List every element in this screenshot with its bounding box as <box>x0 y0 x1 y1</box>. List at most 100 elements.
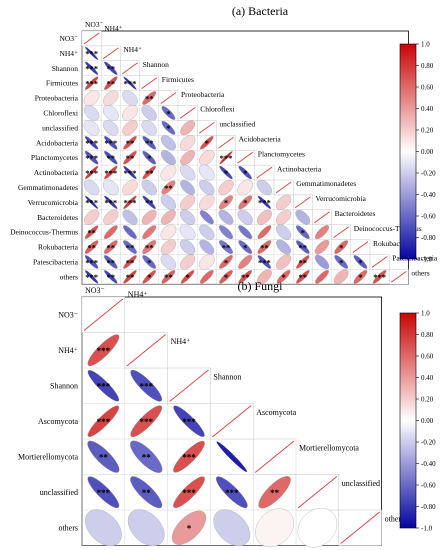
bacteria-cell-stars: ** <box>126 153 135 163</box>
bacteria-cell-ellipse <box>334 240 349 254</box>
bacteria-colorbar-rect <box>399 43 417 260</box>
bacteria-cell-ellipse <box>142 225 157 240</box>
bacteria-diag-line <box>122 62 138 75</box>
fungi-cell-stars: *** <box>182 452 196 462</box>
fungi-cell-ellipse <box>87 476 120 509</box>
fungi-cell-ellipse <box>87 440 120 473</box>
bacteria-cell-ellipse <box>275 224 292 240</box>
bacteria-diag-line <box>160 92 177 104</box>
bacteria-diag-line <box>237 151 254 164</box>
bacteria-cell-ellipse <box>333 269 349 285</box>
bacteria-diag-line <box>256 166 273 179</box>
bacteria-cell-ellipse <box>238 254 253 269</box>
bacteria-diag-line <box>294 196 311 209</box>
fungi-colorbar-tick-label: 0.40 <box>421 374 434 382</box>
bacteria-cell-ellipse <box>123 136 137 150</box>
fungi-cell-stars: * <box>187 523 192 533</box>
fungi-cell-stars: *** <box>97 417 111 427</box>
bacteria-cell-ellipse <box>160 135 176 151</box>
bacteria-cell-ellipse <box>199 210 214 225</box>
fungi-diag-label: unclassified <box>342 479 380 488</box>
fungi-cell-ellipse <box>87 370 120 402</box>
bacteria-cell-ellipse <box>123 165 137 180</box>
bacteria-cell-stars: * <box>224 257 228 267</box>
bacteria-cell-ellipse <box>142 150 156 165</box>
bacteria-cell-ellipse <box>199 179 215 196</box>
fungi-cell-ellipse <box>130 405 163 438</box>
bacteria-diag-label: Chloroflexi <box>200 105 235 114</box>
bacteria-colorbar-tick-label: -0.40 <box>421 191 436 199</box>
bacteria-cell-ellipse <box>160 194 177 210</box>
bacteria-diag-line <box>371 256 388 268</box>
fungi-colorbar-tick-label: 1.0 <box>421 310 430 318</box>
bacteria-colorbar-tick-label: -0.60 <box>421 213 436 221</box>
bacteria-top-label: NH4⁺ <box>104 24 123 33</box>
bacteria-cell-ellipse <box>123 270 137 284</box>
bacteria-cell-stars: * <box>205 138 209 148</box>
bacteria-cell-stars: ** <box>107 242 116 252</box>
bacteria-diag-label: Actinobacteria <box>277 164 322 173</box>
bacteria-cell-stars: *** <box>85 138 98 148</box>
bacteria-row-label: Verrucomicrobia <box>28 198 79 207</box>
bacteria-cell-stars: ** <box>299 272 308 282</box>
bacteria-cell-stars: ** <box>164 272 173 282</box>
bacteria-diag-line <box>352 241 369 253</box>
bacteria-row-label: Bacteroidetes <box>37 213 78 222</box>
fungi-top-label: NO3⁻ <box>85 286 105 295</box>
bacteria-row-label: others <box>60 272 78 281</box>
bacteria-cell-ellipse <box>123 76 137 90</box>
fungi-cell-ellipse <box>85 509 122 547</box>
bacteria-cell-ellipse <box>257 269 272 285</box>
bacteria-cell-stars: ** <box>126 242 135 252</box>
fungi-cell-stars: ** <box>142 488 152 498</box>
bacteria-diag-line <box>390 271 407 283</box>
bacteria-cell-stars: *** <box>104 138 117 148</box>
bacteria-cell-ellipse <box>122 179 138 196</box>
bacteria-cell-ellipse <box>102 179 119 196</box>
bacteria-cell-ellipse <box>219 255 233 269</box>
bacteria-diag-line <box>333 226 350 238</box>
bacteria-cell-ellipse <box>103 120 119 136</box>
bacteria-diag-label: Planctomycetes <box>258 149 305 158</box>
fungi-colorbar-tick-label: -0.20 <box>421 439 436 447</box>
bacteria-cell-stars: ** <box>222 242 231 252</box>
bacteria-cell-ellipse <box>141 105 157 121</box>
bacteria-cell-stars: * <box>166 108 170 118</box>
fungi-cell-ellipse <box>129 440 163 473</box>
fungi-cell-ellipse <box>130 476 163 509</box>
fungi-diag-line <box>297 476 338 509</box>
fungi-row-label: Shannon <box>50 381 78 390</box>
bacteria-cell-ellipse <box>256 179 273 196</box>
bacteria-cell-ellipse <box>102 105 119 121</box>
bacteria-cell-ellipse <box>84 225 99 239</box>
bacteria-row-label: Chloroflexi <box>43 108 78 117</box>
bacteria-cell-ellipse <box>218 225 234 240</box>
bacteria-cell-stars: * <box>281 272 285 282</box>
fungi-diag-label: Mortierellomycota <box>299 444 359 453</box>
bacteria-cell-stars: ** <box>87 242 96 252</box>
bacteria-cell-ellipse <box>104 255 118 269</box>
bacteria-cell-stars: ** <box>241 272 250 282</box>
bacteria-cell-ellipse <box>160 254 177 270</box>
bacteria-cell-ellipse <box>104 195 118 209</box>
bacteria-cell-stars: ** <box>126 257 135 267</box>
bacteria-cell-ellipse <box>160 164 177 181</box>
fungi-colorbar-tick-label: 0.60 <box>421 353 434 361</box>
bacteria-diag-line <box>83 32 100 45</box>
bacteria-colorbar-tick-label: 0.40 <box>421 105 434 113</box>
bacteria-cell-ellipse <box>199 149 215 166</box>
bacteria-cell-stars: * <box>339 257 343 267</box>
bacteria-cell-stars: * <box>243 242 247 252</box>
bacteria-cell-ellipse <box>161 209 176 225</box>
bacteria-row-label: Acidobacteria <box>36 138 79 147</box>
fungi-cell-stars: ** <box>99 452 109 462</box>
bacteria-cell-ellipse <box>179 209 196 225</box>
bacteria-cell-stars: ** <box>145 198 154 208</box>
fungi-cell-ellipse <box>173 440 205 473</box>
fungi-cell-stars: *** <box>182 417 196 427</box>
bacteria-diag-line <box>218 136 234 149</box>
fungi-cell-stars: *** <box>225 488 239 498</box>
bacteria-cell-ellipse <box>276 239 291 255</box>
bacteria-cell-ellipse <box>219 270 233 284</box>
bacteria-cell-ellipse <box>122 120 138 136</box>
